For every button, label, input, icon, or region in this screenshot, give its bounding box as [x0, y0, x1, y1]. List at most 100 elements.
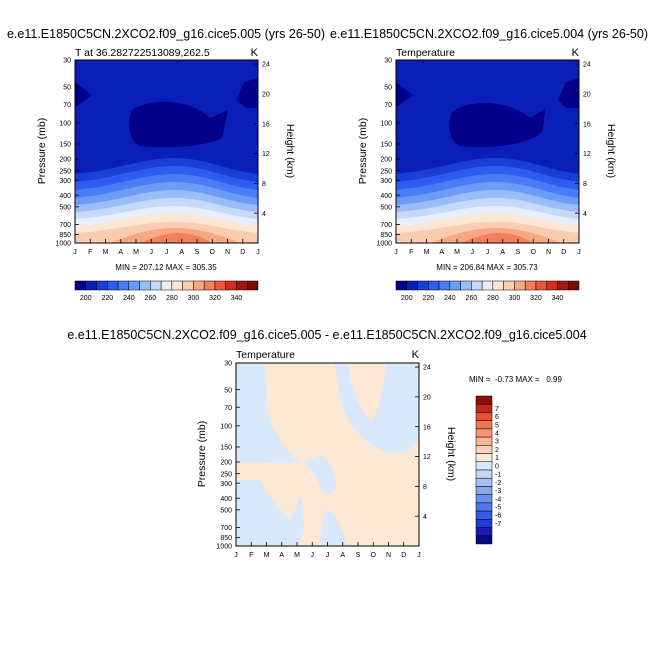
left-string-right: Temperature	[396, 47, 455, 59]
yticks-height-left: 24 20 16 12 8 4	[254, 62, 270, 218]
height-tick-label: 20	[583, 91, 591, 98]
colorbar-label: 340	[552, 295, 564, 302]
colorbar-label: 6	[495, 414, 499, 421]
colorbar-swatch	[475, 527, 493, 537]
yticks-height-right: 24 20 16 12 8 4	[575, 62, 591, 218]
month-tick-label: A	[118, 249, 123, 256]
band-negative-mid	[296, 363, 419, 453]
height-tick-label: 4	[583, 211, 587, 218]
band-cold-right	[558, 78, 579, 108]
month-tick-label: J	[326, 552, 330, 559]
month-tick-label: J	[165, 249, 169, 256]
colorbar-label: 0	[495, 463, 499, 470]
month-tick-label: A	[340, 552, 345, 559]
height-tick-label: 16	[262, 121, 270, 128]
month-tick-label: M	[264, 552, 270, 559]
pressure-tick-label: 100	[220, 423, 232, 430]
colorbar-label: 280	[166, 295, 178, 302]
month-tick-label: J	[256, 249, 260, 256]
colorbar-swatch	[475, 461, 493, 471]
month-tick-label: J	[73, 249, 77, 256]
month-tick-label: M	[454, 249, 460, 256]
month-tick-label: O	[531, 249, 537, 256]
pressure-tick-label: 150	[59, 142, 71, 149]
colorbar-label: 300	[509, 295, 521, 302]
colorbar-label: -2	[495, 480, 501, 487]
right-string-right: K	[572, 47, 580, 59]
pressure-tick-label: 500	[220, 507, 232, 514]
colorbar-swatch	[438, 280, 451, 291]
height-tick-label: 20	[423, 394, 431, 401]
colorbar-swatch	[475, 453, 493, 463]
colorbar-label: 7	[495, 406, 499, 413]
panel-right: Temperature K Pressure (mb) Height (km) …	[357, 47, 617, 302]
colorbar-label: 5	[495, 422, 499, 429]
colorbar-swatch	[117, 280, 130, 291]
pressure-tick-label: 500	[380, 204, 392, 211]
colorbar-swatch	[107, 280, 119, 291]
month-tick-label: O	[210, 249, 216, 256]
contour-field-left	[75, 60, 258, 243]
colorbar-swatch	[214, 280, 226, 291]
colorbar-swatch	[567, 280, 580, 291]
colorbar-swatch	[503, 280, 515, 291]
yticks-pressure-left: 30 50 70 100 150 200 250 300 400 500 700 850 1000	[55, 58, 79, 248]
colorbar-swatch	[417, 280, 429, 291]
colorbar-swatch	[128, 280, 140, 291]
colorbar-swatch	[74, 280, 87, 291]
colorbar-swatch	[475, 502, 493, 512]
pressure-tick-label: 1000	[216, 544, 232, 551]
colorbar-swatch	[475, 510, 493, 520]
colorbar-swatch	[475, 469, 493, 479]
pressure-tick-label: 70	[224, 405, 232, 412]
colorbar-label: -1	[495, 472, 501, 479]
band-negative-southmid	[320, 510, 348, 546]
month-tick-label: A	[279, 552, 284, 559]
colorbar-swatch	[557, 280, 569, 291]
pressure-tick-label: 100	[380, 120, 392, 127]
month-tick-label: F	[409, 249, 413, 256]
colorbar-swatch	[475, 420, 493, 430]
month-tick-label: M	[294, 552, 300, 559]
colorbar-swatch	[406, 280, 418, 291]
colorbar-label: -3	[495, 488, 501, 495]
pressure-tick-label: 1000	[55, 241, 71, 248]
band-min-cold	[449, 102, 546, 147]
colorbar-swatch	[475, 428, 493, 438]
colorbar-swatch	[481, 280, 494, 291]
pressure-tick-label: 50	[384, 84, 392, 91]
colorbar-swatch	[475, 494, 493, 504]
colorbar-label: 240	[123, 295, 135, 302]
pressure-tick-label: 200	[59, 157, 71, 164]
colorbar-swatch	[546, 280, 558, 291]
colorbar-label: 3	[495, 439, 499, 446]
month-tick-label: D	[561, 249, 566, 256]
panel-title-bottom: e.e11.E1850C5CN.2XCO2.f09_g16.cice5.005 …	[67, 328, 586, 342]
colorbar-swatch	[471, 280, 483, 291]
ylabel-bottom: Pressure (mb)	[196, 421, 208, 488]
panel-bottom: Temperature K Pressure (mb) Height (km) …	[196, 349, 562, 559]
month-tick-label: A	[179, 249, 184, 256]
panel-title-left: e.e11.E1850C5CN.2XCO2.f09_g16.cice5.005 …	[7, 27, 325, 41]
contour-field-bottom	[236, 363, 419, 546]
month-tick-label: J	[394, 249, 398, 256]
panel-title-right: e.e11.E1850C5CN.2XCO2.f09_g16.cice5.004 …	[330, 27, 648, 41]
height-tick-label: 12	[262, 151, 270, 158]
colorbar-label: 220	[422, 295, 434, 302]
pressure-tick-label: 150	[220, 445, 232, 452]
colorbar-label: 280	[487, 295, 499, 302]
pressure-tick-label: 200	[220, 460, 232, 467]
colorbar-swatch	[535, 280, 547, 291]
colorbar-swatch	[139, 280, 151, 291]
colorbar-swatch	[160, 280, 173, 291]
month-tick-label: N	[225, 249, 230, 256]
colorbar-swatch	[246, 280, 259, 291]
band-cold-left	[75, 82, 92, 108]
band-cold-right	[236, 78, 258, 108]
band-negative-south	[236, 480, 304, 546]
pressure-tick-label: 300	[220, 481, 232, 488]
pressure-tick-label: 400	[380, 193, 392, 200]
